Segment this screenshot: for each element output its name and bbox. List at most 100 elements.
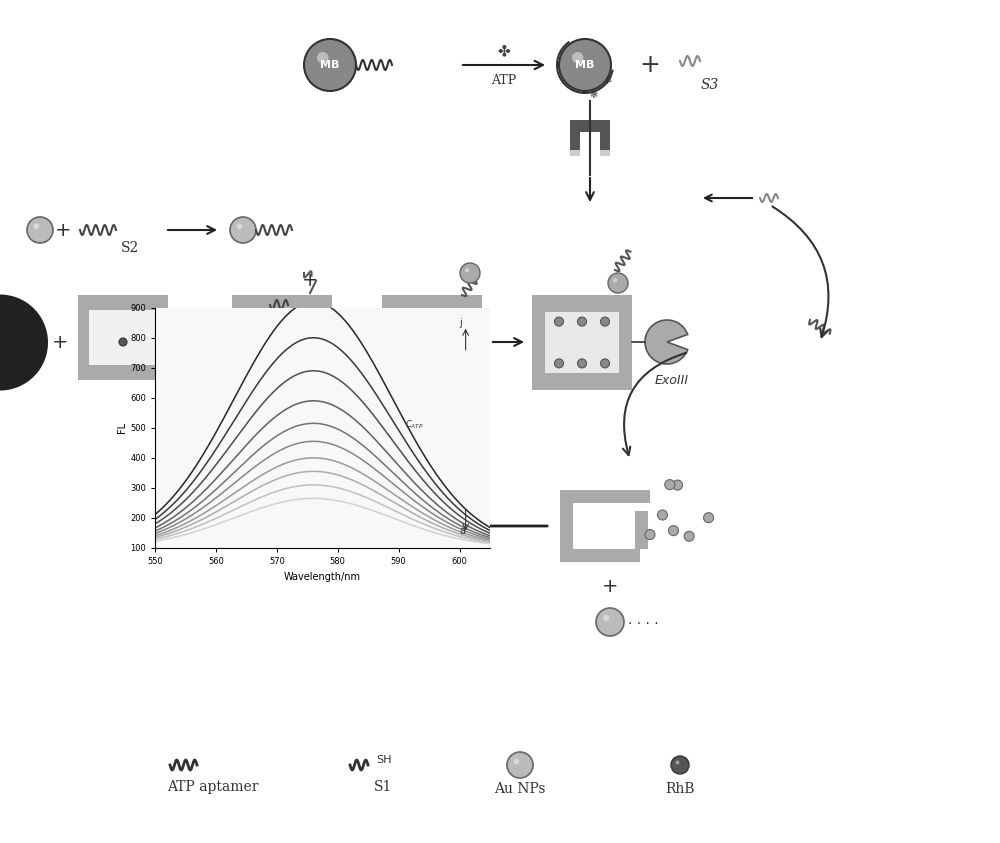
Circle shape [300, 359, 310, 368]
Circle shape [278, 359, 287, 368]
Circle shape [554, 359, 564, 368]
FancyArrowPatch shape [772, 207, 828, 337]
Circle shape [119, 338, 127, 346]
X-axis label: Wavelength/nm: Wavelength/nm [284, 572, 361, 582]
Circle shape [668, 526, 678, 535]
Bar [232, 295, 332, 390]
Text: ATP: ATP [491, 74, 517, 88]
Circle shape [34, 223, 39, 229]
Bar [532, 373, 632, 390]
Circle shape [673, 480, 683, 490]
Polygon shape [0, 294, 48, 390]
Circle shape [603, 615, 609, 621]
Text: SH: SH [303, 295, 320, 305]
Bar [78, 310, 89, 365]
Bar [469, 312, 482, 373]
Text: RhB: RhB [665, 782, 695, 796]
Bar [78, 295, 168, 380]
Bar [319, 312, 332, 373]
Text: ATP aptamer: ATP aptamer [167, 780, 259, 794]
Circle shape [404, 317, 414, 326]
Bar [560, 549, 640, 562]
Circle shape [460, 263, 480, 283]
Circle shape [254, 359, 264, 368]
Bar [232, 312, 245, 373]
Text: SH: SH [216, 327, 232, 337]
Circle shape [600, 359, 610, 368]
Text: S1: S1 [374, 780, 392, 794]
Bar [560, 490, 650, 503]
Bar [382, 373, 482, 390]
Circle shape [671, 756, 689, 774]
Circle shape [450, 359, 460, 368]
Circle shape [554, 317, 564, 326]
FancyArrowPatch shape [623, 353, 686, 455]
Circle shape [300, 317, 310, 326]
Bar [232, 373, 332, 390]
Bar [570, 120, 610, 132]
Text: · · · ·: · · · · [628, 617, 659, 631]
Text: MB: MB [575, 60, 595, 70]
Circle shape [676, 760, 679, 765]
Text: $C_{ATP}$: $C_{ATP}$ [405, 419, 424, 432]
Text: +: + [52, 333, 68, 352]
Circle shape [657, 510, 667, 520]
Text: +: + [55, 221, 71, 239]
Bar [157, 310, 168, 365]
Circle shape [684, 531, 694, 541]
Bar [600, 120, 610, 150]
Circle shape [254, 317, 264, 326]
Circle shape [450, 317, 460, 326]
Circle shape [596, 608, 624, 636]
Text: ❃: ❃ [602, 73, 612, 87]
Circle shape [304, 39, 356, 91]
Bar [570, 150, 580, 156]
Bar [78, 365, 168, 380]
Y-axis label: FL: FL [117, 422, 127, 433]
Wedge shape [645, 320, 688, 364]
Circle shape [578, 317, 586, 326]
Circle shape [428, 317, 436, 326]
Text: SH: SH [376, 755, 392, 765]
Text: MB: MB [320, 60, 340, 70]
Circle shape [237, 223, 242, 229]
Bar [570, 120, 580, 150]
Bar [382, 295, 482, 390]
Text: S3: S3 [701, 78, 719, 92]
Circle shape [645, 529, 655, 540]
Circle shape [428, 359, 436, 368]
Circle shape [572, 52, 583, 63]
Circle shape [230, 217, 256, 243]
Bar [600, 150, 610, 156]
Text: Au NPs: Au NPs [494, 782, 546, 796]
Bar [532, 295, 632, 312]
Bar [635, 511, 648, 549]
Text: S2: S2 [121, 241, 139, 255]
Bar [619, 312, 632, 373]
Circle shape [404, 359, 414, 368]
Circle shape [665, 480, 675, 490]
Circle shape [514, 759, 519, 765]
Circle shape [317, 52, 328, 63]
Circle shape [578, 359, 586, 368]
Text: +: + [302, 271, 318, 289]
Bar [532, 295, 632, 390]
Text: a: a [460, 525, 466, 535]
Circle shape [608, 273, 628, 293]
Bar [532, 312, 545, 373]
Bar [382, 312, 395, 373]
Circle shape [291, 321, 299, 329]
Circle shape [278, 317, 287, 326]
Bar [232, 295, 332, 312]
Text: ✤: ✤ [498, 44, 510, 58]
Bar [382, 295, 482, 312]
Text: ExoIII: ExoIII [655, 373, 689, 386]
Circle shape [27, 217, 53, 243]
Text: ❃: ❃ [589, 90, 597, 100]
Text: +: + [640, 53, 660, 77]
Text: +: + [602, 577, 618, 597]
Bar [78, 295, 168, 310]
Circle shape [465, 268, 469, 272]
Bar [560, 503, 573, 549]
Circle shape [600, 317, 610, 326]
